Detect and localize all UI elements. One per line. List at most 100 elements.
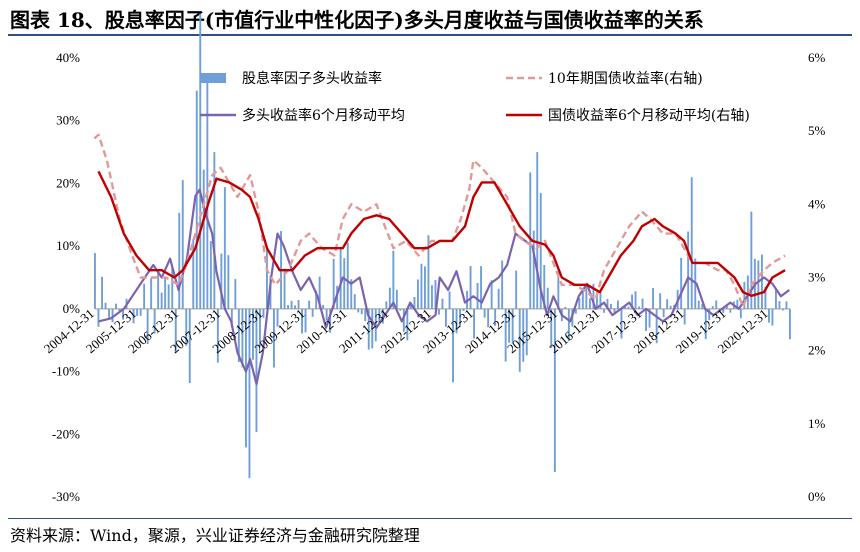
bar xyxy=(585,286,588,309)
left-tick-label: 0% xyxy=(63,301,81,316)
bar xyxy=(459,308,461,328)
bar xyxy=(599,292,602,309)
bar xyxy=(567,308,570,342)
bar xyxy=(624,305,626,309)
bar xyxy=(220,253,223,309)
bar xyxy=(557,271,560,309)
series-line xyxy=(98,188,790,386)
series-line xyxy=(93,133,786,308)
bar xyxy=(136,308,139,316)
bar xyxy=(294,305,296,309)
bar xyxy=(315,290,318,309)
bar xyxy=(687,231,690,309)
bar xyxy=(325,308,328,321)
bar xyxy=(771,308,774,326)
bar xyxy=(543,265,546,309)
bar xyxy=(722,308,725,313)
left-tick-label: 30% xyxy=(56,113,80,128)
bar xyxy=(662,308,665,318)
bar xyxy=(329,308,332,333)
bar xyxy=(385,301,388,309)
bar xyxy=(603,308,605,313)
bar xyxy=(276,308,279,327)
bar xyxy=(666,299,669,309)
bar xyxy=(683,308,686,325)
bar xyxy=(515,270,518,309)
bar xyxy=(546,287,549,309)
bar xyxy=(195,90,198,309)
bar xyxy=(122,308,124,320)
bar xyxy=(230,308,233,328)
bar xyxy=(578,298,581,309)
bar xyxy=(101,276,103,309)
bar xyxy=(417,279,419,309)
bar xyxy=(213,152,216,309)
bar xyxy=(690,177,693,309)
bar xyxy=(708,308,711,321)
bar xyxy=(266,246,268,309)
bar xyxy=(438,308,440,315)
bar xyxy=(157,270,160,309)
bar xyxy=(511,308,514,344)
bar xyxy=(378,308,381,323)
bar xyxy=(160,292,163,309)
bar xyxy=(388,287,391,309)
source-rule xyxy=(8,518,852,519)
bar xyxy=(564,307,567,309)
bar xyxy=(613,308,616,315)
bar xyxy=(504,308,507,362)
legend-label: 多头收益率6个月移动平均 xyxy=(242,107,405,124)
bar xyxy=(192,239,195,309)
bar xyxy=(248,308,251,479)
bar xyxy=(424,266,426,309)
bar xyxy=(427,235,430,309)
bar xyxy=(494,308,497,326)
bar xyxy=(167,284,170,309)
bar xyxy=(539,192,542,309)
bar xyxy=(108,308,110,320)
left-tick-label: 20% xyxy=(56,175,80,190)
right-tick-label: 4% xyxy=(808,196,826,211)
bar xyxy=(782,308,784,311)
bar xyxy=(353,294,356,309)
bar xyxy=(216,308,219,363)
right-tick-label: 1% xyxy=(808,416,826,431)
bar xyxy=(631,294,633,309)
bar xyxy=(522,308,525,362)
bar xyxy=(750,211,753,309)
bar xyxy=(118,308,121,312)
bar xyxy=(589,298,591,309)
bar xyxy=(245,308,247,448)
bar xyxy=(413,297,416,309)
bar xyxy=(757,260,760,309)
bar xyxy=(97,308,100,327)
bar xyxy=(553,308,556,472)
bar xyxy=(764,286,767,309)
bar xyxy=(532,230,535,309)
bar xyxy=(311,308,314,317)
bar xyxy=(357,308,360,313)
bar xyxy=(150,278,153,309)
bar xyxy=(652,288,654,309)
source-note: 资料来源：Wind，聚源，兴业证券经济与金融研究院整理 xyxy=(10,526,420,545)
legend: 股息率因子多头收益率 10年期国债收益率(右轴) 多头收益率6个月移动平均 国债收益率… xyxy=(200,70,750,124)
bar xyxy=(371,308,374,349)
bar xyxy=(420,263,423,309)
bar xyxy=(701,304,704,309)
bar xyxy=(789,308,791,340)
bar xyxy=(743,281,746,309)
bar xyxy=(729,308,732,313)
left-tick-label: 10% xyxy=(56,238,80,253)
bar xyxy=(525,308,528,356)
left-tick-label: -10% xyxy=(52,364,80,379)
legend-swatch xyxy=(200,73,226,83)
bar xyxy=(739,308,742,319)
bar xyxy=(778,301,781,309)
bar xyxy=(574,308,577,314)
bar xyxy=(115,303,117,309)
right-tick-label: 5% xyxy=(808,123,826,138)
bar xyxy=(322,304,325,309)
bar xyxy=(680,257,683,309)
left-tick-label: 40% xyxy=(56,50,80,65)
